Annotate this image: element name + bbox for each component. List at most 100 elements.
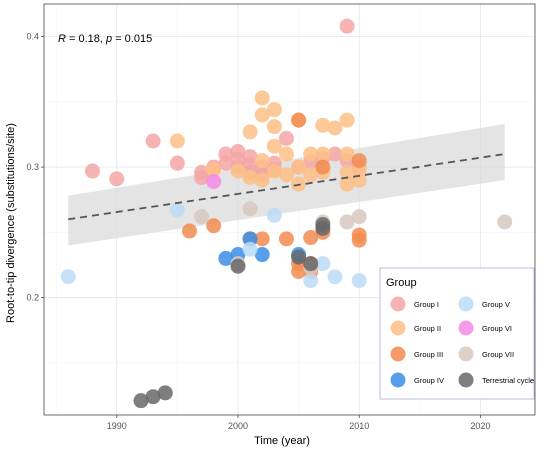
legend-label: Group III (414, 350, 443, 359)
point-group-v (315, 256, 331, 272)
point-group-ii (303, 146, 319, 162)
y-axis-ticks: 0.2 0.3 0.4 (26, 32, 44, 303)
x-axis-ticks: 1990 2000 2010 2020 (107, 415, 490, 431)
point-group-ii (315, 117, 331, 133)
legend-label: Group I (414, 300, 439, 309)
point-group-ii (339, 112, 355, 128)
point-group-ii (303, 167, 319, 183)
point-group-i (145, 133, 161, 149)
point-group-i (278, 130, 294, 146)
point-group-ii (242, 124, 258, 140)
point-group-vii (194, 209, 210, 225)
regression-line (68, 153, 505, 221)
point-group-ii (327, 120, 343, 136)
point-group-ii (315, 146, 331, 162)
point-group-iii (315, 159, 331, 175)
legend-swatch (390, 346, 406, 362)
point-group-iii (278, 231, 294, 247)
legend-box (379, 267, 535, 400)
x-tick-label: 2000 (228, 421, 248, 431)
point-group-ii (339, 164, 355, 180)
y-tick-label: 0.2 (26, 293, 39, 303)
annotation-p-value: = 0.015 (112, 33, 152, 45)
point-group-v (303, 273, 319, 289)
point-group-i (194, 164, 210, 180)
point-group-ii (242, 170, 258, 186)
legend-swatch (390, 372, 406, 388)
correlation-annotation: R = 0.18, p = 0.015 (58, 33, 152, 45)
point-group-i (218, 155, 234, 171)
regression-line-path (68, 153, 505, 221)
y-tick-label: 0.3 (26, 162, 39, 172)
annotation-r-symbol: R (58, 33, 66, 45)
point-group-ii (278, 146, 294, 162)
point-group-iii (254, 231, 270, 247)
legend-swatch (458, 372, 474, 388)
point-group-ii (254, 90, 270, 106)
point-group-ii (254, 153, 270, 169)
point-group-iii (303, 230, 319, 246)
legend-label: Group II (414, 324, 441, 333)
point-group-ii (266, 102, 282, 118)
point-group-iv (218, 250, 234, 266)
legend-title: Group (386, 277, 417, 289)
point-terrestrial-cycle (133, 393, 149, 409)
plot-border (43, 3, 536, 416)
legend-swatch (458, 296, 474, 312)
point-group-vii (351, 209, 367, 225)
point-group-ii (339, 146, 355, 162)
legend-label: Group VII (482, 350, 514, 359)
point-terrestrial-cycle (157, 385, 173, 401)
point-group-vii (497, 214, 513, 230)
point-group-ii (266, 119, 282, 135)
x-axis-label: Time (year) (254, 435, 310, 447)
point-terrestrial-cycle (291, 249, 307, 265)
point-group-iii (291, 263, 307, 279)
legend-swatch (458, 346, 474, 362)
point-group-v (60, 269, 76, 285)
point-group-v (351, 273, 367, 289)
point-group-iii (351, 153, 367, 169)
point-group-i (109, 171, 125, 187)
x-tick-label: 1990 (107, 421, 127, 431)
x-tick-label: 2020 (470, 421, 490, 431)
y-tick-label: 0.4 (26, 32, 39, 42)
legend-label: Group V (482, 300, 510, 309)
point-group-vi (206, 173, 222, 189)
point-group-ii (254, 107, 270, 123)
point-group-iv (254, 247, 270, 263)
point-group-v (242, 241, 258, 257)
point-group-ii (266, 163, 282, 179)
point-group-iii (291, 112, 307, 128)
point-group-vii (339, 214, 355, 230)
point-group-v (266, 207, 282, 223)
legend-label: Group IV (414, 376, 444, 385)
point-group-iii (351, 232, 367, 248)
point-group-ii (169, 133, 185, 149)
point-group-i (339, 18, 355, 34)
annotation-p-symbol: p (105, 33, 112, 45)
annotation-r-value: = 0.18, (66, 33, 106, 45)
data-points (60, 18, 513, 409)
point-group-vii (242, 201, 258, 217)
point-group-ii (291, 159, 307, 175)
point-group-ii (266, 138, 282, 154)
point-group-iii (181, 223, 197, 239)
legend-items: Group I Group II Group III Group IV Group V G… (390, 296, 534, 388)
point-group-ii (339, 176, 355, 192)
point-group-iv (242, 231, 258, 247)
point-group-ii (254, 172, 270, 188)
legend-swatch (390, 296, 406, 312)
point-group-i (327, 146, 343, 162)
legend-label: Terrestrial cycle (482, 376, 534, 385)
x-tick-label: 2010 (349, 421, 369, 431)
legend-label: Group VI (482, 324, 512, 333)
legend-swatch (390, 320, 406, 336)
point-terrestrial-cycle (230, 258, 246, 274)
point-group-v (169, 202, 185, 218)
point-group-v (327, 269, 343, 285)
point-group-ii (230, 163, 246, 179)
